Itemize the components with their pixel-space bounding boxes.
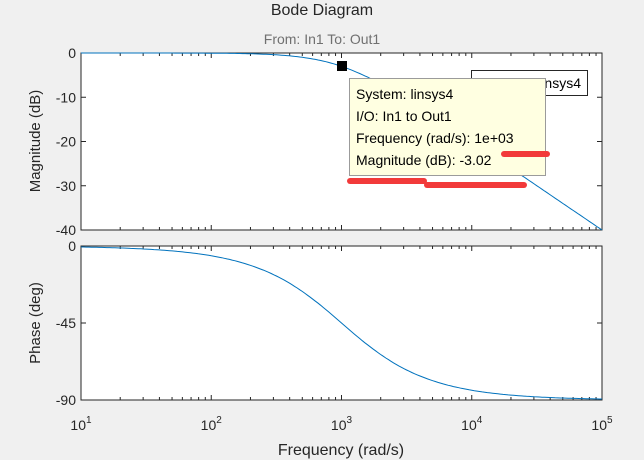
- phase-ytick-label: -45: [56, 315, 76, 331]
- legend-label: linsys4: [538, 75, 581, 91]
- frequency-tick-label: 101: [70, 415, 92, 433]
- magnitude-ytick-label: -10: [56, 89, 76, 105]
- frequency-tick-label: 102: [201, 415, 223, 433]
- datatip[interactable]: System: linsys4 I/O: In1 to Out1 Frequen…: [349, 78, 546, 176]
- phase-series-line[interactable]: [81, 246, 602, 400]
- red-underline-magnitude: [347, 178, 427, 184]
- phase-ytick-label: 0: [68, 238, 76, 254]
- magnitude-ytick-label: 0: [68, 45, 76, 61]
- red-underline-frequency: [501, 151, 550, 157]
- frequency-tick-exponent: 5: [607, 415, 613, 426]
- phase-ticks: 0 -45 -90: [56, 238, 602, 408]
- frequency-tick-exponent: 1: [86, 415, 92, 426]
- frequency-ticks: 101 102 103 104 105: [70, 53, 613, 433]
- magnitude-ylabel: Magnitude (dB): [27, 90, 44, 193]
- datatip-system: System: linsys4: [356, 86, 454, 102]
- phase-ylabel: Phase (deg): [27, 282, 44, 364]
- datatip-io: I/O: In1 to Out1: [356, 108, 452, 124]
- frequency-tick-label: 103: [331, 415, 353, 433]
- datatip-marker[interactable]: [337, 61, 347, 71]
- datatip-frequency: Frequency (rad/s): 1e+03: [356, 130, 514, 146]
- magnitude-ytick-label: -30: [56, 178, 76, 194]
- frequency-tick-label: 105: [591, 415, 613, 433]
- magnitude-ytick-label: -20: [56, 134, 76, 150]
- magnitude-ytick-label: -40: [56, 222, 76, 238]
- frequency-tick-label: 104: [461, 415, 483, 433]
- figure-title: Bode Diagram: [270, 2, 374, 19]
- datatip-magnitude: Magnitude (dB): -3.02: [356, 152, 492, 168]
- frequency-xlabel: Frequency (rad/s): [278, 442, 404, 459]
- frequency-tick-exponent: 2: [216, 415, 222, 426]
- frequency-tick-exponent: 3: [347, 415, 353, 426]
- red-underline-magnitude-tail: [424, 182, 527, 188]
- frequency-tick-exponent: 4: [477, 415, 483, 426]
- phase-ytick-label: -90: [56, 392, 76, 408]
- figure-subtitle: From: In1 To: Out1: [263, 31, 381, 47]
